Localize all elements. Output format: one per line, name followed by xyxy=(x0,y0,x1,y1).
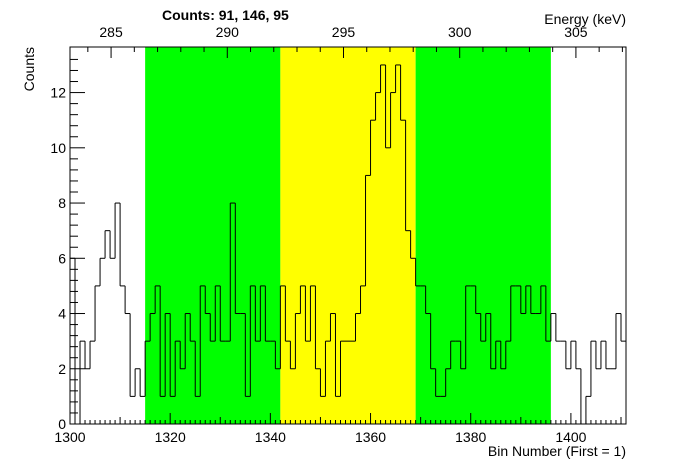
energy-tick-label: 305 xyxy=(564,24,588,40)
x-tick-label: 1360 xyxy=(355,429,386,445)
y-tick-label: 8 xyxy=(58,195,66,211)
region-band-3 xyxy=(415,47,551,424)
y-tick-label: 0 xyxy=(58,416,66,432)
energy-axis-ticks: 285 290 295 300 305 xyxy=(87,24,623,58)
y-tick-label: 4 xyxy=(58,306,66,322)
energy-tick-label: 295 xyxy=(332,24,356,40)
x-axis-label: Bin Number (First = 1) xyxy=(488,443,626,459)
region-band-2 xyxy=(280,47,416,424)
energy-tick-label: 300 xyxy=(448,24,472,40)
x-axis-ticks: 1300 1320 1340 1360 1380 1400 xyxy=(54,413,627,445)
region-band-1 xyxy=(145,47,281,424)
plot-frame xyxy=(69,46,627,425)
y-tick-label: 10 xyxy=(50,140,66,156)
y-axis-ticks: 0 2 4 6 8 10 12 xyxy=(50,58,85,432)
x-tick-label: 1300 xyxy=(54,429,85,445)
y-tick-label: 6 xyxy=(58,250,66,266)
y-axis-label: Counts xyxy=(21,47,37,91)
x-tick-label: 1380 xyxy=(455,429,486,445)
chart-title: Counts: 91, 146, 95 xyxy=(162,7,289,23)
y-tick-label: 12 xyxy=(50,85,66,101)
energy-tick-label: 285 xyxy=(99,24,123,40)
energy-axis-label: Energy (keV) xyxy=(544,11,626,27)
histogram-layer xyxy=(70,64,626,425)
region-bands xyxy=(145,47,551,424)
x-tick-label: 1340 xyxy=(255,429,286,445)
x-tick-label: 1320 xyxy=(155,429,186,445)
x-tick-label: 1400 xyxy=(555,429,586,445)
y-tick-label: 2 xyxy=(58,361,66,377)
energy-tick-label: 290 xyxy=(216,24,240,40)
